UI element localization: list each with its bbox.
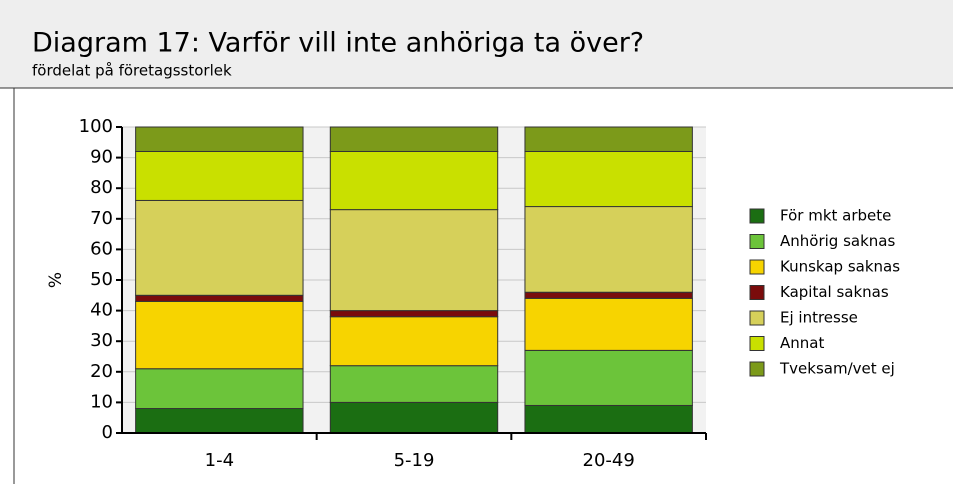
legend-swatch: [749, 336, 765, 351]
bar-segment: [524, 291, 693, 299]
bar-segment: [329, 401, 499, 434]
chart-title: Diagram 17: Varför vill inte anhöriga ta…: [32, 28, 644, 59]
legend-label: Tveksam/vet ej: [779, 360, 895, 378]
bar-segment: [524, 206, 693, 293]
bar-segment: [135, 408, 304, 434]
y-tick-label: 20: [90, 361, 113, 382]
bar-segment: [329, 150, 499, 211]
bar-segment: [135, 150, 304, 201]
y-tick-label: 80: [90, 177, 113, 198]
y-tick-label: 60: [90, 238, 113, 259]
legend-label: Kunskap saknas: [780, 258, 900, 276]
y-tick-label: 0: [102, 422, 113, 443]
bar-segment: [524, 150, 693, 208]
x-tick-label: 1-4: [205, 450, 234, 471]
bar-segment: [329, 209, 499, 312]
y-tick-label: 30: [90, 330, 113, 351]
legend-swatch: [749, 310, 765, 326]
legend-label: Anhörig saknas: [780, 232, 895, 250]
y-tick-label: 50: [90, 269, 113, 290]
x-tick-label: 20-49: [583, 450, 635, 471]
y-axis-label: %: [46, 272, 66, 288]
legend-label: Kapital saknas: [780, 283, 889, 301]
y-tick-label: 70: [90, 208, 113, 229]
bar-segment: [135, 294, 304, 302]
legend-swatch: [749, 259, 765, 275]
bar-segment: [524, 404, 693, 434]
bar-segment: [135, 126, 304, 152]
bar-segment: [524, 297, 693, 351]
legend-label: Ej intresse: [780, 309, 858, 327]
bar-segment: [135, 368, 304, 410]
chart-subtitle: fördelat på företagsstorlek: [32, 62, 232, 80]
bar-segment: [135, 300, 304, 370]
bar-segment: [524, 126, 693, 152]
y-tick-label: 40: [90, 300, 113, 321]
legend-swatch: [749, 234, 765, 249]
bar-segment: [329, 310, 499, 318]
legend-label: Annat: [780, 334, 824, 352]
legend-label: För mkt arbete: [780, 207, 891, 225]
header-band: [0, 0, 953, 88]
bar-segment: [135, 199, 304, 296]
y-tick-label: 90: [90, 147, 113, 168]
legend-swatch: [749, 208, 765, 224]
bar-segment: [329, 316, 499, 367]
bar-segment: [329, 126, 499, 152]
y-tick-label: 10: [90, 391, 113, 412]
legend-swatch: [749, 285, 765, 300]
bar-segment: [329, 365, 499, 403]
bar-segment: [524, 349, 693, 406]
y-tick-label: 100: [79, 116, 113, 137]
x-tick-label: 5-19: [394, 450, 435, 471]
legend-swatch: [749, 361, 765, 377]
